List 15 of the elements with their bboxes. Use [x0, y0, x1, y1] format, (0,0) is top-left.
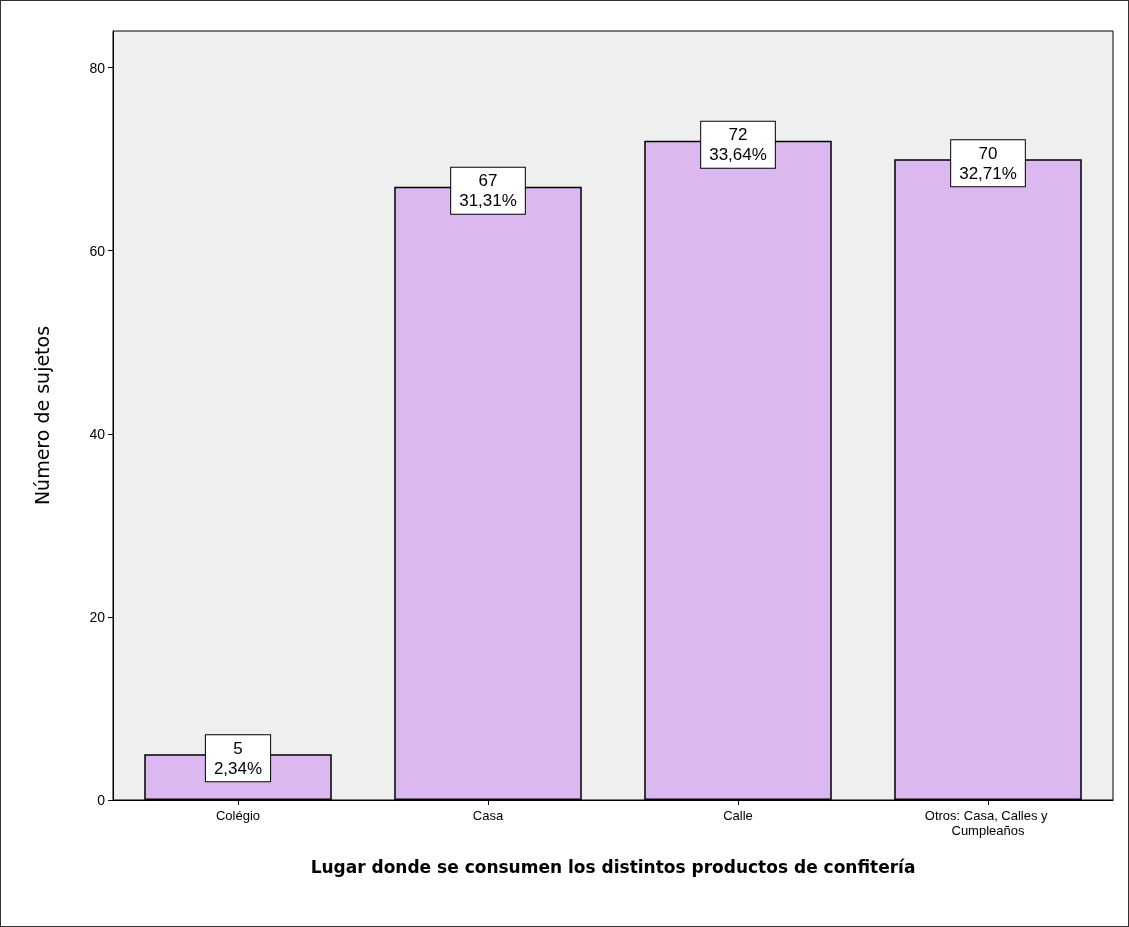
data-label: 67 31,31%	[459, 171, 517, 211]
data-label: 72 33,64%	[709, 125, 767, 165]
x-tick-label: Colégio	[215, 808, 261, 823]
data-label: 5 2,34%	[213, 738, 263, 778]
x-axis-title: Lugar donde se consumen los distintos productos de confitería	[310, 856, 916, 877]
y-tick-label: 20	[89, 608, 106, 625]
x-tick-label: Calle	[723, 808, 753, 823]
y-axis-title: Número de sujetos	[30, 325, 53, 506]
x-tick-label: Casa	[472, 808, 504, 823]
y-tick-label: 0	[97, 792, 106, 808]
data-label: 70 32,71%	[959, 143, 1017, 183]
y-tick-label: 60	[89, 242, 106, 259]
x-tick-label: Otros: Casa, Calles y Cumpleaños	[924, 808, 1052, 838]
y-tick-label: 80	[89, 59, 106, 76]
y-tick-label: 40	[89, 425, 106, 442]
